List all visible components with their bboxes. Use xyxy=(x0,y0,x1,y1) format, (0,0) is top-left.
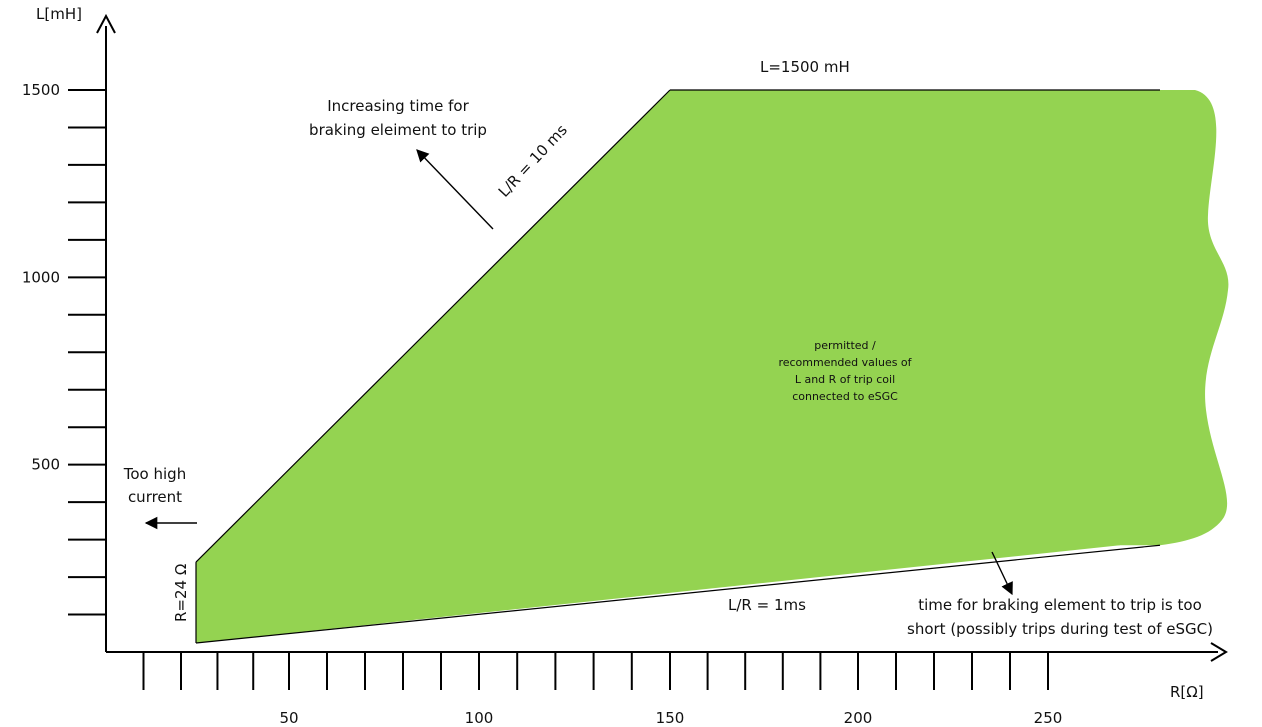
x-axis-label: R[Ω] xyxy=(1170,683,1204,701)
annotation-increasing-line-1: Increasing time for xyxy=(327,97,469,115)
x-tick-label: 150 xyxy=(656,709,685,727)
annotation-too-high-line-2: current xyxy=(128,488,182,506)
y-axis-label: L[mH] xyxy=(36,5,82,23)
annotation-too-short-line-2: short (possibly trips during test of eSG… xyxy=(907,620,1213,638)
y-tick-label: 500 xyxy=(31,456,60,474)
label-1ms: L/R = 1ms xyxy=(728,596,806,614)
annotation-increasing-arrow xyxy=(416,149,494,230)
x-tick-label: 200 xyxy=(844,709,873,727)
boundary-line-10ms xyxy=(195,89,671,563)
region-label-line-4: connected to eSGC xyxy=(792,390,898,403)
annotation-too-high-line-1: Too high xyxy=(123,465,186,483)
label-r24: R=24 Ω xyxy=(172,564,190,622)
x-tick-label: 250 xyxy=(1034,709,1063,727)
x-ticks: 50 100 150 200 250 xyxy=(142,652,1063,727)
label-10ms: L/R = 10 ms xyxy=(495,121,571,201)
region-label-line-3: L and R of trip coil xyxy=(795,373,895,386)
annotation-too-short-arrow xyxy=(991,551,1013,596)
x-tick-label: 100 xyxy=(465,709,494,727)
y-ticks: 500 1000 1500 xyxy=(22,81,106,616)
region-wavy-edge xyxy=(1100,90,1229,546)
axes xyxy=(96,13,1228,662)
region-label-line-1: permitted / xyxy=(814,339,876,352)
x-tick-label: 50 xyxy=(279,709,298,727)
permitted-region xyxy=(196,90,1120,644)
y-axis-arrow xyxy=(96,13,116,34)
y-tick-label: 1000 xyxy=(22,268,60,286)
annotation-increasing-line-2: braking eleiment to trip xyxy=(309,121,487,139)
region-label-line-2: recommended values of xyxy=(778,356,912,369)
annotation-too-short-line-1: time for braking element to trip is too xyxy=(918,596,1202,614)
y-tick-label: 1500 xyxy=(22,81,60,99)
x-axis-arrow xyxy=(1210,642,1228,662)
boundary-line-1ms xyxy=(195,544,1161,644)
label-1500mh: L=1500 mH xyxy=(760,58,850,76)
